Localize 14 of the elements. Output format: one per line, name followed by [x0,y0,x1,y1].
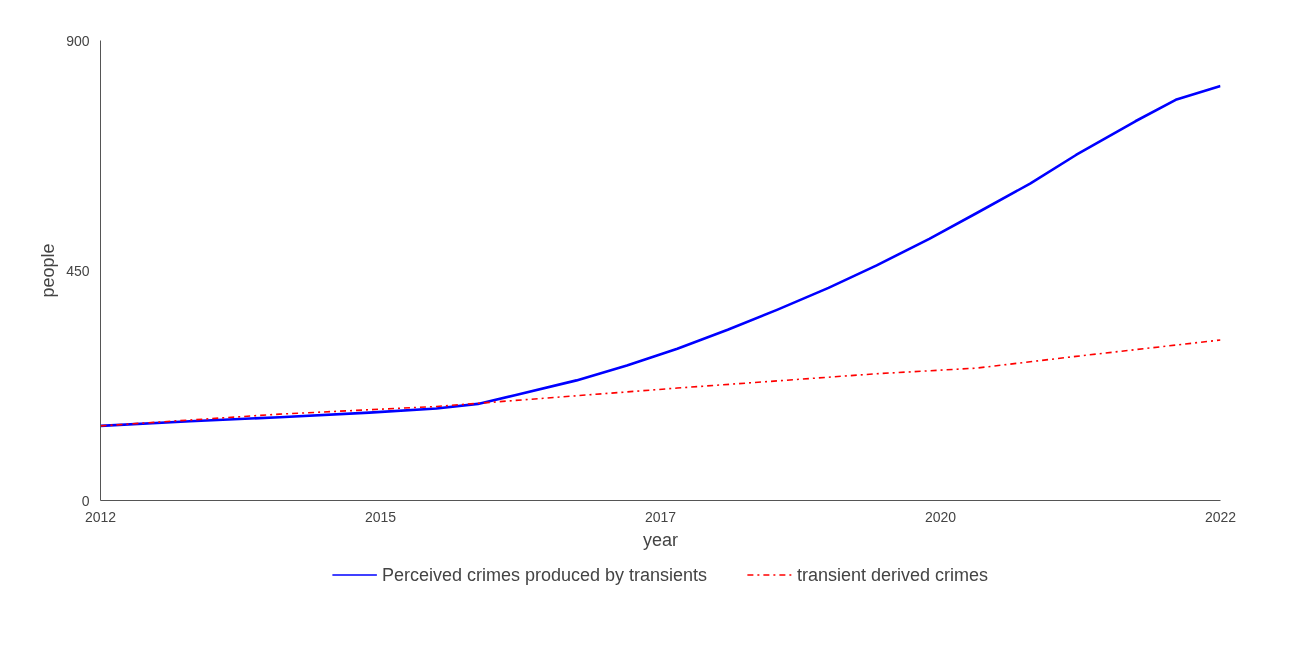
y-axis-title: people [38,243,59,298]
y-tick-label: 450 [66,262,90,279]
x-tick-label: 2022 [1204,508,1237,525]
line-series [100,84,1221,428]
legend-label: Perceived crimes produced by transients [381,564,708,585]
legend-label: transient derived crimes [797,564,989,585]
x-tick-label: 2015 [364,508,397,525]
x-tick-label: 2012 [84,508,117,525]
y-tick-label: 0 [81,492,90,509]
line-series [100,339,1221,427]
x-axis-title: year [642,529,679,550]
x-tick-label: 2017 [644,508,677,525]
x-tick-label: 2020 [924,508,957,525]
y-tick-label: 900 [66,32,90,49]
